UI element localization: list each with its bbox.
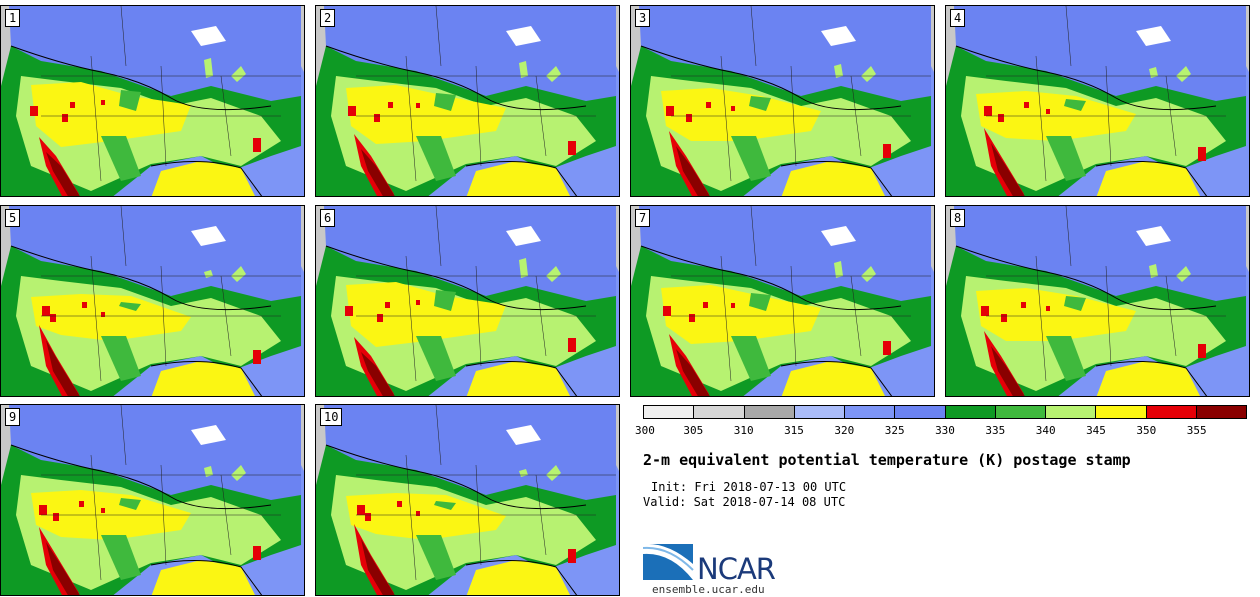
colorbar-segment — [694, 406, 745, 418]
panel-label: 9 — [5, 408, 21, 426]
colorbar-segment — [895, 406, 946, 418]
panel-label: 7 — [635, 209, 651, 227]
panel-label: 3 — [635, 9, 651, 27]
map-panel-1: 1 — [0, 5, 305, 197]
colorbar-segment — [1046, 406, 1097, 418]
colorbar — [643, 405, 1247, 419]
map-panel-7: 7 — [630, 205, 935, 397]
colorbar-tick-label: 325 — [884, 424, 905, 437]
figure-title: 2-m equivalent potential temperature (K)… — [643, 451, 1131, 469]
colorbar-segment — [1146, 406, 1197, 418]
colorbar-segment — [1096, 406, 1147, 418]
colorbar-tick-label: 345 — [1086, 424, 1106, 437]
panel-label: 10 — [320, 408, 343, 426]
map-image-5 — [1, 206, 304, 396]
map-image-2 — [316, 6, 619, 196]
panel-label: 2 — [320, 9, 336, 27]
valid-time: Valid: Sat 2018-07-14 08 UTC — [643, 495, 846, 509]
colorbar-tick-label: 320 — [834, 424, 855, 437]
map-image-7 — [631, 206, 934, 396]
map-image-3 — [631, 6, 934, 196]
colorbar-tick-label: 340 — [1035, 424, 1056, 437]
map-image-1 — [1, 6, 304, 196]
colorbar-segment — [945, 406, 996, 418]
map-panel-6: 6 — [315, 205, 620, 397]
map-image-6 — [316, 206, 619, 396]
colorbar-segment — [995, 406, 1046, 418]
logo-text: NCAR — [697, 552, 776, 586]
map-panel-4: 4 — [945, 5, 1250, 197]
map-panel-10: 10 — [315, 404, 620, 596]
colorbar-tick-label: 300 — [635, 424, 655, 437]
map-image-4 — [946, 6, 1249, 196]
map-image-9 — [1, 405, 304, 595]
panel-label: 5 — [5, 209, 21, 227]
ncar-logo-icon — [643, 543, 694, 580]
colorbar-segment — [744, 406, 795, 418]
colorbar-segment — [644, 406, 695, 418]
map-image-10 — [316, 405, 619, 595]
map-panel-3: 3 — [630, 5, 935, 197]
colorbar-segment — [794, 406, 845, 418]
map-image-8 — [946, 206, 1249, 396]
map-panel-5: 5 — [0, 205, 305, 397]
colorbar-tick-label: 355 — [1186, 424, 1207, 437]
map-panel-8: 8 — [945, 205, 1250, 397]
colorbar-tick-label: 350 — [1136, 424, 1157, 437]
map-panel-9: 9 — [0, 404, 305, 596]
colorbar-tick-label: 315 — [784, 424, 804, 437]
init-time: Init: Fri 2018-07-13 00 UTC — [651, 480, 847, 494]
colorbar-tick-label: 335 — [985, 424, 1006, 437]
colorbar-tick-label: 330 — [935, 424, 955, 437]
colorbar-tick-label: 305 — [683, 424, 704, 437]
panel-label: 8 — [950, 209, 966, 227]
colorbar-ticks: 300 305 310 315 320 325 330 335 340 345 350 355 — [635, 424, 1247, 438]
panel-label: 6 — [320, 209, 336, 227]
colorbar-segment — [845, 406, 896, 418]
panel-label: 1 — [5, 9, 21, 27]
site-url: ensemble.ucar.edu — [652, 583, 765, 596]
panel-label: 4 — [950, 9, 966, 27]
map-panel-2: 2 — [315, 5, 620, 197]
colorbar-tick-label: 310 — [733, 424, 754, 437]
colorbar-segment — [1196, 406, 1246, 418]
